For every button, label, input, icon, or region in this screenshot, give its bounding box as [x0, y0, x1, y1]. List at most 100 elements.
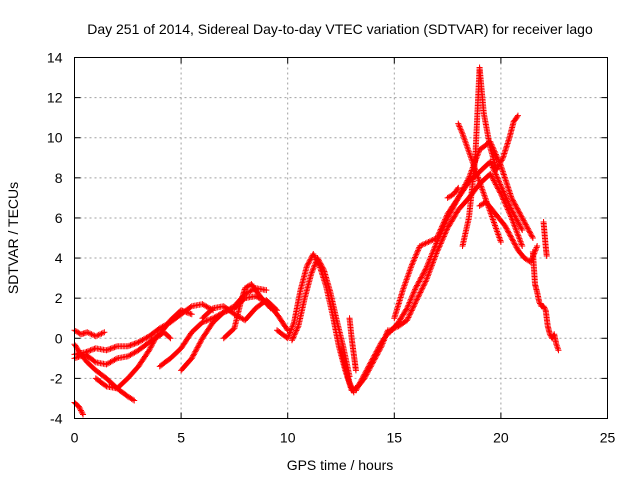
data-point [196, 340, 203, 347]
data-point [464, 177, 471, 184]
data-point [494, 174, 501, 181]
data-point [492, 223, 499, 230]
data-point [505, 229, 512, 236]
data-point [188, 311, 195, 318]
y-tick-label: -4 [50, 411, 63, 427]
data-point [191, 349, 198, 356]
data-point [503, 195, 510, 202]
data-point [167, 335, 174, 342]
data-point [517, 224, 524, 231]
data-point [512, 225, 519, 232]
data-point [373, 348, 380, 355]
data-point [417, 275, 424, 282]
data-point [404, 303, 411, 310]
data-point [492, 170, 499, 177]
data-point [414, 281, 421, 288]
data-point [515, 232, 522, 239]
data-point [146, 347, 153, 354]
data-point [456, 123, 463, 130]
data-point [408, 308, 415, 315]
data-point [505, 228, 512, 235]
data-point [406, 299, 413, 306]
data-point [495, 231, 502, 238]
data-point [369, 355, 376, 362]
data-point [401, 281, 408, 288]
data-point [429, 250, 436, 257]
data-point [511, 223, 518, 230]
series-track-23 [540, 218, 550, 260]
data-point [499, 185, 506, 192]
data-point [553, 341, 560, 348]
data-point [102, 382, 109, 389]
data-point [422, 266, 429, 273]
data-point [461, 182, 468, 189]
data-point [430, 246, 437, 253]
data-point [517, 212, 524, 219]
data-point [506, 230, 513, 237]
data-point [497, 237, 504, 244]
series-track-3 [71, 399, 87, 418]
data-point [461, 135, 468, 142]
data-point [406, 311, 413, 318]
data-point [513, 204, 520, 211]
data-point [207, 316, 214, 323]
data-point [462, 138, 469, 145]
data-point [195, 341, 202, 348]
data-point [403, 276, 410, 283]
data-point [466, 150, 473, 157]
data-point [364, 366, 371, 373]
data-point [533, 244, 540, 251]
data-point [372, 351, 379, 358]
data-point [511, 222, 518, 229]
data-point [510, 210, 517, 217]
data-point [494, 229, 501, 236]
data-point [428, 252, 435, 259]
data-point [91, 358, 98, 365]
data-point [510, 220, 517, 227]
data-point [503, 225, 510, 232]
data-point [518, 213, 525, 220]
data-point [512, 241, 519, 248]
data-point [458, 189, 465, 196]
data-point [509, 208, 516, 215]
data-point [506, 202, 513, 209]
y-tick-label: 0 [55, 330, 63, 346]
data-point [487, 170, 494, 177]
data-point [492, 171, 499, 178]
data-point [410, 257, 417, 264]
data-point [400, 285, 407, 292]
data-point [517, 210, 524, 217]
series-track-4 [92, 329, 174, 392]
data-point [512, 214, 519, 221]
data-point [272, 306, 279, 313]
data-point [419, 273, 426, 280]
data-point [285, 333, 292, 340]
data-point [188, 355, 195, 362]
data-point [405, 272, 412, 279]
data-point [424, 272, 431, 279]
data-point [519, 216, 526, 223]
data-point [502, 192, 509, 199]
y-axis-title: SDTVAR / TECUs [5, 182, 21, 294]
data-point [509, 209, 516, 216]
data-point [412, 285, 419, 292]
data-point [490, 219, 497, 226]
data-point [85, 329, 92, 336]
data-point [464, 145, 471, 152]
data-point [311, 262, 318, 269]
data-point [360, 374, 367, 381]
data-point [527, 230, 534, 237]
data-point [501, 189, 508, 196]
data-point [437, 226, 444, 233]
data-point [294, 324, 301, 331]
data-point [413, 283, 420, 290]
data-point [405, 314, 412, 321]
data-point [361, 371, 368, 378]
data-point [95, 331, 102, 338]
data-point [541, 304, 548, 311]
data-point [309, 268, 316, 275]
data-point [442, 216, 449, 223]
data-point [410, 290, 417, 297]
data-point [517, 222, 524, 229]
data-point [369, 356, 376, 363]
